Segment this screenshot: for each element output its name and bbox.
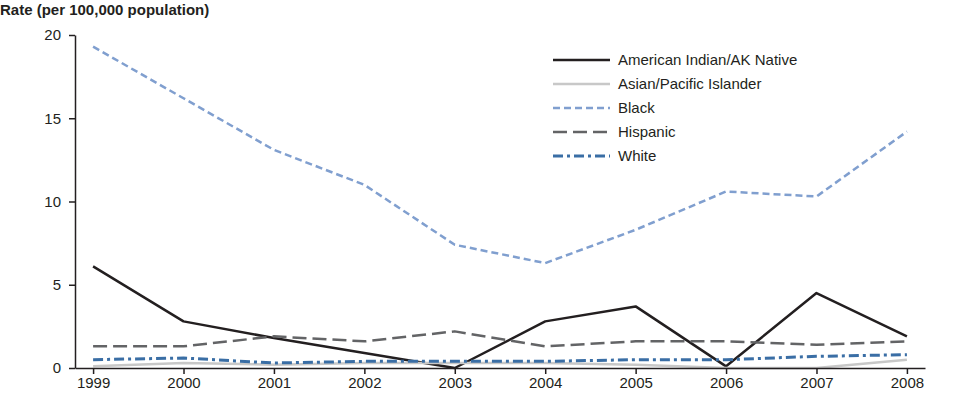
chart: Rate (per 100,000 population) 0 5 10 15 20 199… [0, 0, 960, 396]
y-tick-label: 0 [53, 359, 61, 376]
x-tick: 2005 [619, 368, 652, 391]
y-tick: 10 [44, 193, 75, 210]
x-tick: 2006 [710, 368, 743, 391]
x-tick-label: 2006 [710, 374, 743, 391]
y-axis: 0 5 10 15 20 [44, 26, 75, 376]
y-tick: 15 [44, 110, 75, 127]
x-tick: 1999 [77, 368, 110, 391]
legend-label: Hispanic [618, 123, 676, 140]
x-axis-line [76, 368, 926, 370]
legend-swatch [553, 59, 610, 62]
series-line [93, 266, 907, 368]
legend-swatch [553, 155, 610, 158]
x-tick-label: 2003 [439, 374, 472, 391]
y-tick-label: 15 [44, 110, 61, 127]
y-tick-mark [69, 368, 75, 370]
plot-area [93, 47, 907, 368]
x-tick: 2003 [439, 368, 472, 391]
series-line [93, 355, 907, 363]
legend-swatch [553, 107, 610, 110]
series-line [93, 331, 907, 346]
x-tick-label: 2000 [167, 374, 200, 391]
x-tick: 2004 [529, 368, 562, 391]
y-tick-label: 10 [44, 193, 61, 210]
y-tick-label: 20 [44, 26, 61, 43]
y-tick-mark [69, 118, 75, 120]
x-axis: 1999 2000 2001 2002 2003 2004 2005 2006 2007 2008 [76, 368, 926, 391]
x-tick-label: 2007 [800, 374, 833, 391]
y-tick-label: 5 [53, 276, 61, 293]
y-tick: 5 [53, 276, 75, 293]
legend-swatch [553, 83, 610, 86]
x-tick: 2002 [348, 368, 381, 391]
x-tick: 2008 [891, 368, 924, 391]
legend-label: Asian/Pacific Islander [618, 75, 761, 92]
y-axis-title: Rate (per 100,000 population) [0, 1, 209, 18]
x-tick: 2000 [167, 368, 200, 391]
legend-swatch [553, 131, 610, 134]
legend-label: White [618, 147, 656, 164]
x-tick-label: 1999 [77, 374, 110, 391]
y-tick-mark [69, 285, 75, 287]
x-tick: 2001 [258, 368, 291, 391]
y-tick: 0 [53, 359, 75, 376]
y-tick: 20 [44, 26, 75, 43]
y-tick-mark [69, 35, 75, 37]
legend-label: Black [618, 99, 655, 116]
series-line [93, 47, 907, 263]
x-tick-label: 2008 [891, 374, 924, 391]
x-tick-label: 2002 [348, 374, 381, 391]
x-tick-label: 2005 [619, 374, 652, 391]
y-tick-mark [69, 201, 75, 203]
x-tick-label: 2004 [529, 374, 562, 391]
legend-label: American Indian/AK Native [618, 51, 797, 68]
x-tick: 2007 [800, 368, 833, 391]
legend: American Indian/AK Native Asian/Pacific I… [553, 51, 797, 164]
x-tick-label: 2001 [258, 374, 291, 391]
